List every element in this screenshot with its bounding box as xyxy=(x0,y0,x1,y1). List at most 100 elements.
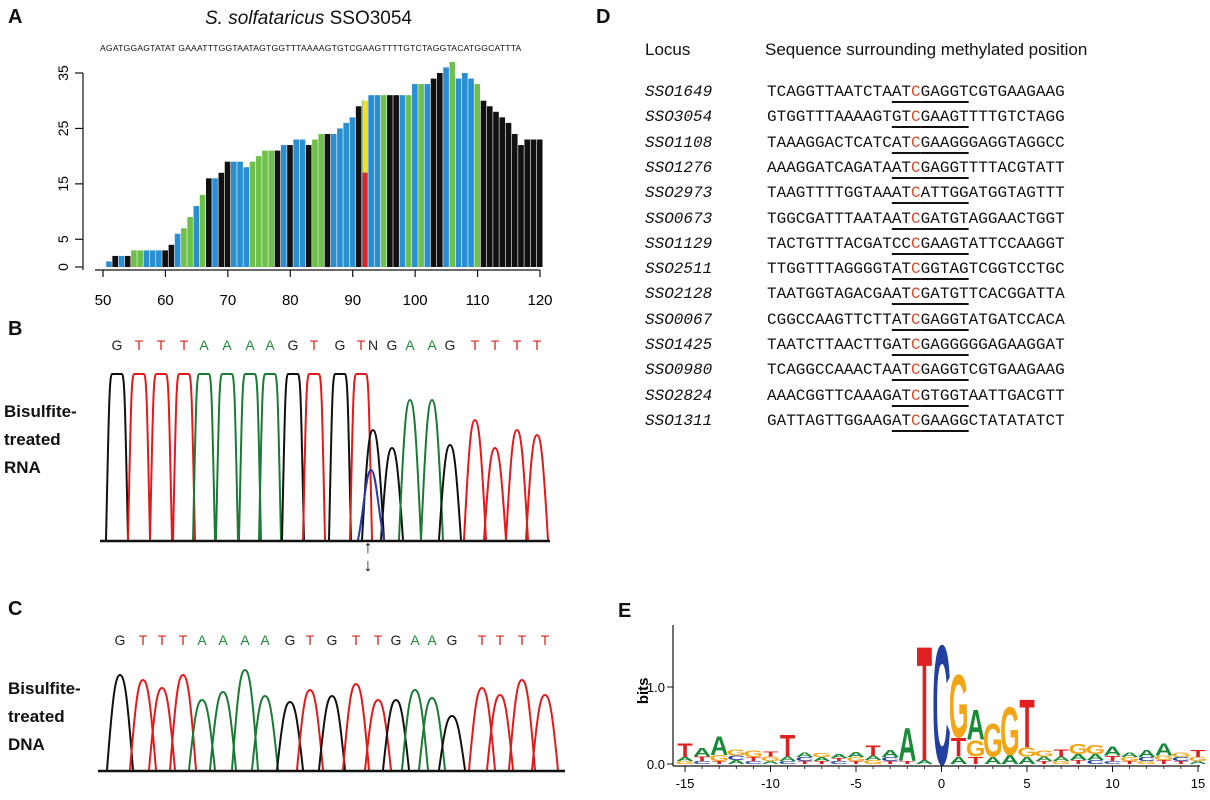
coverage-bar xyxy=(480,100,487,267)
methylated-base: C xyxy=(911,158,921,177)
logo-letter-T: T xyxy=(746,756,761,762)
coverage-bar xyxy=(474,84,481,267)
seq-motif: ATCGAGGT xyxy=(892,311,969,329)
logo-letter-T: T xyxy=(968,755,984,766)
coverage-bar xyxy=(355,106,362,267)
seq-upstream: AAACGGTTCAAAG xyxy=(767,386,892,405)
logo-letter-A: A xyxy=(761,760,779,765)
logo-letter-A: A xyxy=(830,753,848,759)
base-call-A: A xyxy=(265,337,275,353)
methylation-bar-yellow xyxy=(362,100,368,173)
side-label-line: Bisulfite- xyxy=(4,402,77,421)
locus-id: SSO0067 xyxy=(645,310,713,329)
logo-letter-A: A xyxy=(1103,745,1121,759)
trace-peak-G xyxy=(438,443,462,541)
motif-left: AT xyxy=(891,310,912,329)
coverage-bar xyxy=(193,206,200,267)
motif-right: GAAGT xyxy=(920,108,969,127)
coverage-bar xyxy=(181,228,187,267)
seq-motif: ATCGAGGG xyxy=(892,336,969,354)
methylated-base: C xyxy=(911,285,921,304)
y-tick-label: 15 xyxy=(55,176,71,192)
logo-letter-A: A xyxy=(727,759,745,765)
panel-a-title: S. solfataricus SSO3054 xyxy=(205,8,412,30)
base-call-T: T xyxy=(135,337,144,353)
base-call-A: A xyxy=(405,337,415,353)
base-call-T: T xyxy=(158,632,167,648)
logo-letter-T: T xyxy=(677,740,693,761)
motif-left: AT xyxy=(891,184,912,203)
panel-d-letter: D xyxy=(596,6,611,28)
panel-a-letter: A xyxy=(8,6,23,28)
coverage-bar xyxy=(443,67,449,267)
logo-letter-C: C xyxy=(1172,756,1190,762)
sequence-row: SSO0980 TCAGGCCAAACTAATCGAGGTCGTGAAGAAG xyxy=(645,361,1065,379)
y-tick-label: 1.0 xyxy=(647,680,665,695)
trace-peak-G xyxy=(328,373,352,541)
motif-left: AT xyxy=(891,411,912,430)
coverage-bar xyxy=(518,145,524,267)
trace-peak-A xyxy=(258,373,282,541)
x-tick-label: 120 xyxy=(527,292,552,309)
logo-letter-T: T xyxy=(1071,759,1086,765)
seq-downstream: TTTGTCTAGG xyxy=(968,108,1065,127)
seq-downstream: CGTGAAGAAG xyxy=(968,83,1065,101)
logo-letter-A: A xyxy=(813,756,831,762)
base-call-T: T xyxy=(310,337,319,353)
seq-downstream: ATTCCAAGGT xyxy=(968,234,1065,253)
logo-letter-A: A xyxy=(847,750,865,758)
coverage-bar xyxy=(449,61,456,268)
motif-right: GAGGT xyxy=(920,361,969,380)
methylated-base: C xyxy=(911,386,921,405)
motif-right: GGTAG xyxy=(920,260,969,279)
motif-right: GATGT xyxy=(920,285,969,304)
side-label-line: DNA xyxy=(8,735,45,754)
coverage-bar xyxy=(399,95,406,267)
x-tick-label: 90 xyxy=(344,292,361,309)
logo-letter-A: A xyxy=(864,754,882,761)
coverage-bar xyxy=(262,150,268,267)
base-call-G: G xyxy=(115,632,126,648)
logo-letter-A: A xyxy=(676,756,694,762)
coverage-bar xyxy=(530,139,537,267)
base-call-T: T xyxy=(518,632,527,648)
base-call-T: T xyxy=(533,337,542,353)
logo-letter-T: T xyxy=(1190,748,1206,759)
trace-peak-G xyxy=(106,673,134,771)
coverage-bar xyxy=(255,156,262,267)
logo-letter-A: A xyxy=(898,720,916,772)
locus-id: SSO1108 xyxy=(645,133,713,152)
y-tick-label: 25 xyxy=(55,120,71,136)
panel-c-side-label: Bisulfite- treated DNA xyxy=(8,675,81,759)
logo-letter-A: A xyxy=(1035,755,1053,762)
panel-a-title-gene: SSO3054 xyxy=(329,8,413,29)
base-call-G: G xyxy=(447,632,458,648)
seq-upstream: TTGGTTTAGGGGT xyxy=(767,260,892,279)
seq-downstream: GAGGTAGGCC xyxy=(968,133,1065,152)
sequence-row: SSO3054 GTGGTTTAAAAGTGTCGAAGTTTTGTCTAGG xyxy=(645,108,1065,126)
coverage-bar xyxy=(137,250,143,267)
methylated-base: C xyxy=(911,209,921,228)
coverage-bar xyxy=(418,84,424,267)
logo-letter-C: C xyxy=(779,760,797,765)
trace-peak-T xyxy=(486,693,514,771)
base-call-A: A xyxy=(427,337,437,353)
panel-b-side-label: Bisulfite- treated RNA xyxy=(4,398,77,482)
seq-downstream: TCGGTCCTGC xyxy=(968,260,1065,279)
logo-letter-A: A xyxy=(779,755,797,762)
coverage-bar xyxy=(380,95,387,267)
trace-peak-A xyxy=(420,398,444,541)
surrounding-sequence: TAATCTTAACTTGATCGAGGGGGAGAAGGAT xyxy=(767,336,1065,354)
trace-peak-T xyxy=(505,428,529,541)
coverage-bar xyxy=(424,84,431,267)
logo-letter-G: G xyxy=(675,760,695,765)
logo-letter-G: G xyxy=(1171,751,1191,758)
coverage-bar xyxy=(524,139,531,267)
trace-peak-A xyxy=(192,373,216,541)
surrounding-sequence: TAAAGGACTCATCATCGAAGGGAGGTAGGCC xyxy=(767,134,1065,152)
logo-letter-A: A xyxy=(881,748,899,759)
seq-downstream: CGTGAAGAAG xyxy=(968,361,1065,380)
surrounding-sequence: AAACGGTTCAAAGATCGTGGTAATTGACGTT xyxy=(767,387,1065,405)
motif-left: AT xyxy=(891,209,912,228)
